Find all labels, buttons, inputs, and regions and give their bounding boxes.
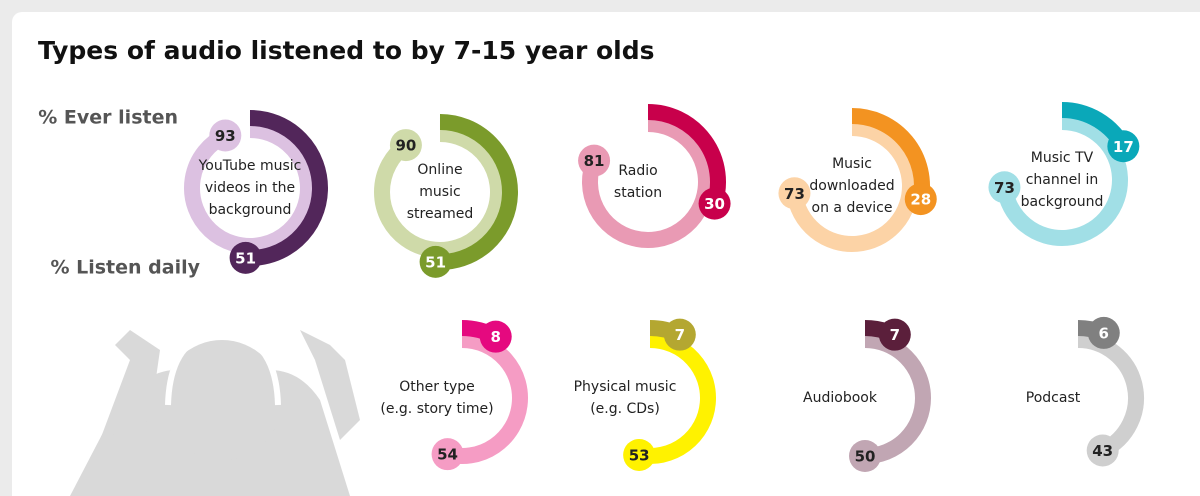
value-badge — [878, 318, 911, 351]
category-label: Physical music — [574, 379, 677, 395]
value-label: 7 — [890, 326, 900, 344]
value-badge — [229, 241, 262, 274]
category-label: station — [614, 185, 662, 201]
value-badge — [698, 187, 731, 220]
value-label: 30 — [704, 195, 725, 213]
value-label: 43 — [1092, 442, 1113, 460]
category-label: music — [419, 184, 460, 200]
value-badge — [778, 177, 811, 210]
value-label: 17 — [1113, 138, 1134, 156]
category-label: Online — [417, 162, 462, 178]
category-label: Music TV — [1031, 150, 1094, 166]
arc — [245, 110, 328, 266]
category-label: (e.g. CDs) — [590, 401, 660, 417]
arc — [184, 122, 316, 254]
value-label: 73 — [994, 179, 1015, 197]
value-badge — [1107, 130, 1140, 163]
category-label: Radio — [618, 163, 657, 179]
category-label: Podcast — [1026, 390, 1081, 406]
value-label: 6 — [1099, 324, 1109, 342]
value-badge — [1087, 316, 1120, 349]
value-badge — [209, 119, 242, 152]
value-badge — [389, 129, 422, 162]
value-label: 51 — [235, 249, 256, 267]
headphones — [165, 328, 281, 406]
category-label: Other type — [399, 379, 474, 395]
category-label: Music — [832, 156, 872, 172]
category-label: on a device — [812, 200, 893, 216]
value-label: 54 — [437, 446, 458, 464]
value-label: 28 — [910, 191, 931, 209]
category-label: streamed — [407, 206, 474, 222]
arc — [996, 114, 1128, 246]
value-badge — [663, 318, 696, 351]
value-label: 81 — [584, 152, 605, 170]
value-label: 73 — [784, 185, 805, 203]
value-label: 53 — [629, 446, 650, 464]
legend-label: % Ever listen — [38, 107, 178, 129]
arc — [582, 116, 714, 248]
chart-title: Types of audio listened to by 7-15 year … — [38, 36, 655, 65]
value-badge — [904, 183, 937, 216]
arc — [374, 126, 506, 258]
category-label: background — [1021, 194, 1104, 210]
value-badge — [623, 438, 656, 471]
value-badge — [988, 171, 1021, 204]
category-label: YouTube music — [198, 158, 302, 174]
value-label: 50 — [855, 448, 876, 466]
category-label: channel in — [1026, 172, 1099, 188]
value-badge — [1086, 434, 1119, 467]
value-label: 7 — [675, 326, 685, 344]
value-badge — [479, 320, 512, 353]
value-badge — [419, 245, 452, 278]
value-badge — [849, 440, 881, 472]
arc — [647, 104, 726, 207]
category-label: background — [209, 202, 292, 218]
value-label: 90 — [395, 137, 416, 155]
category-label: downloaded — [809, 178, 894, 194]
legend-label: % Listen daily — [50, 257, 200, 279]
category-label: (e.g. story time) — [380, 401, 493, 417]
value-label: 8 — [491, 328, 501, 346]
arc — [786, 120, 918, 252]
category-label: videos in the — [205, 180, 295, 196]
arc — [435, 114, 518, 270]
value-label: 93 — [215, 127, 236, 145]
value-label: 51 — [425, 253, 446, 271]
value-badge — [578, 144, 611, 177]
category-label: Audiobook — [803, 390, 878, 406]
value-badge — [431, 438, 464, 471]
